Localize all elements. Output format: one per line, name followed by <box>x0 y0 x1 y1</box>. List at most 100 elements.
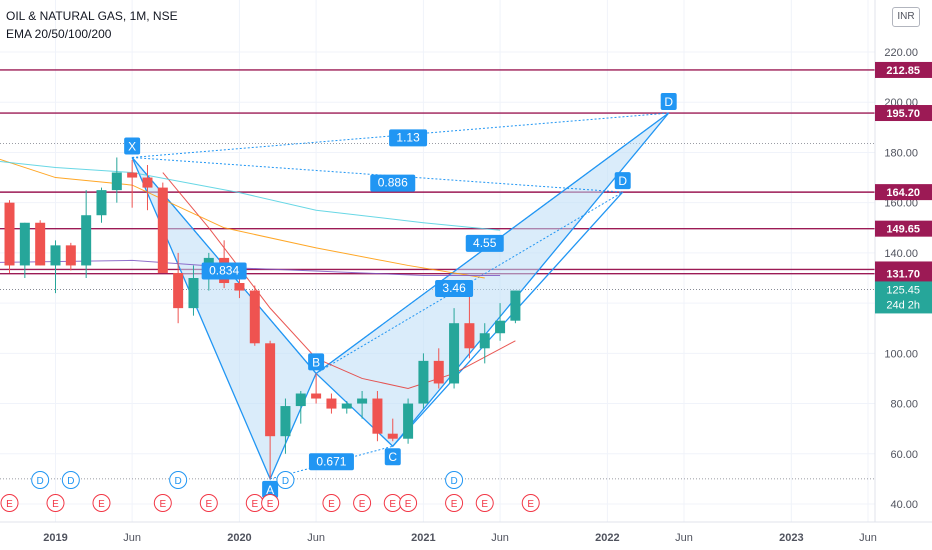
candle-body <box>387 433 398 439</box>
last-price-tag <box>875 281 932 314</box>
earnings-label: E <box>328 499 335 510</box>
x-tick-label: 2019 <box>43 532 67 544</box>
y-tick-label: 220.00 <box>884 47 918 59</box>
dividend-marker <box>276 471 295 489</box>
candle-body <box>249 290 260 344</box>
earnings-label: E <box>205 499 212 510</box>
candle-body <box>403 403 414 439</box>
earnings-marker <box>322 494 341 512</box>
candle-body <box>81 215 92 266</box>
event-markers: EEEEEEEEEEEEEEEDDDDD <box>0 471 540 512</box>
earnings-marker <box>0 494 19 512</box>
earnings-marker <box>353 494 372 512</box>
candle-body <box>495 320 506 334</box>
pattern-point-badge <box>614 172 631 190</box>
candle-body <box>127 172 138 178</box>
level-tag <box>875 184 932 201</box>
earnings-label: E <box>451 499 458 510</box>
pattern-point-badge <box>308 353 325 371</box>
pattern-labels: X A B C D D 1.13 0.886 4.55 3.46 0.834 0.671 <box>124 93 677 498</box>
earnings-label: E <box>251 499 258 510</box>
dividend-label: D <box>175 476 182 487</box>
dividend-label: D <box>282 476 289 487</box>
candle-body <box>188 278 199 309</box>
candle-body <box>433 360 444 384</box>
ratio-label: 0.671 <box>316 454 346 468</box>
y-tick-label: 180.00 <box>884 147 918 159</box>
pattern-point-label: D <box>618 174 627 188</box>
earnings-label: E <box>159 499 166 510</box>
ratio-badge <box>465 234 504 252</box>
ratio-label: 4.55 <box>473 236 497 250</box>
horizontal-levels <box>0 69 875 480</box>
pattern-point-label: D <box>664 95 673 109</box>
candle-body <box>295 393 306 407</box>
ema-line <box>162 172 516 390</box>
pattern-leg-cd <box>392 191 624 447</box>
candle-body <box>173 272 184 309</box>
level-tag-label: 131.70 <box>886 269 920 281</box>
candle-body <box>111 172 122 191</box>
indicator-legend[interactable]: EMA 20/50/100/200 <box>6 27 112 41</box>
earnings-label: E <box>359 499 366 510</box>
pattern-point-label: X <box>128 139 136 153</box>
x-tick-label: Jun <box>307 532 325 544</box>
last-price-label: 125.45 <box>886 284 920 296</box>
dividend-label: D <box>67 476 74 487</box>
x-tick-label: 2020 <box>227 532 251 544</box>
ratio-badge <box>370 174 416 192</box>
currency-button[interactable]: INR <box>892 7 920 27</box>
candle-body <box>4 202 15 266</box>
dividend-marker <box>31 471 50 489</box>
pattern-point-badge <box>124 137 141 155</box>
ratio-badge <box>389 129 428 147</box>
y-tick-label: 140.00 <box>884 248 918 260</box>
pattern-ratio-line <box>315 191 623 374</box>
pattern-point-badge <box>660 93 677 111</box>
chart-title: OIL & NATURAL GAS, 1M, NSE <box>6 9 178 23</box>
price-axis: 40.0060.0080.00100.00120.00140.00160.001… <box>874 0 932 522</box>
level-tag <box>875 265 932 282</box>
ratio-badge <box>435 280 474 298</box>
earnings-marker <box>199 494 218 512</box>
time-axis: 2019 Jun 2020 Jun 2021 Jun 2022 Jun 2023 Jun <box>0 521 932 544</box>
ratio-label: 3.46 <box>442 281 466 295</box>
earnings-marker <box>475 494 494 512</box>
pattern-point-label: A <box>266 483 274 497</box>
candle-body <box>19 222 30 266</box>
pattern-point-badge <box>262 480 279 498</box>
earnings-label: E <box>405 499 412 510</box>
earnings-label: E <box>389 499 396 510</box>
earnings-label: E <box>267 499 274 510</box>
candle-body <box>265 343 276 437</box>
candle-body <box>234 283 245 291</box>
dividend-marker <box>169 471 188 489</box>
countdown-label: 24d 2h <box>886 299 920 311</box>
candle-body <box>96 190 107 216</box>
earnings-marker <box>521 494 540 512</box>
ratio-label: 0.834 <box>209 263 239 277</box>
candle-body <box>142 177 153 188</box>
y-tick-label: 100.00 <box>884 348 918 360</box>
ratio-label: 1.13 <box>396 130 420 144</box>
candle-body <box>372 398 383 434</box>
earnings-marker <box>92 494 111 512</box>
level-tag <box>875 220 932 237</box>
candle-body <box>311 393 322 399</box>
earnings-marker <box>445 494 464 512</box>
y-tick-label: 80.00 <box>890 399 918 411</box>
pattern-ratio-line <box>315 112 669 374</box>
x-tick-label: 2022 <box>595 532 619 544</box>
level-tag-label: 195.70 <box>886 108 920 120</box>
earnings-marker <box>153 494 172 512</box>
candle-body <box>357 398 368 404</box>
earnings-marker <box>261 494 280 512</box>
candle-body <box>50 245 61 266</box>
harmonic-pattern <box>131 112 670 481</box>
candle-body <box>418 360 429 404</box>
x-tick-label: 2023 <box>779 532 803 544</box>
pattern-point-badge <box>384 448 401 466</box>
candle-body <box>326 398 337 409</box>
pattern-point-label: B <box>312 355 320 369</box>
